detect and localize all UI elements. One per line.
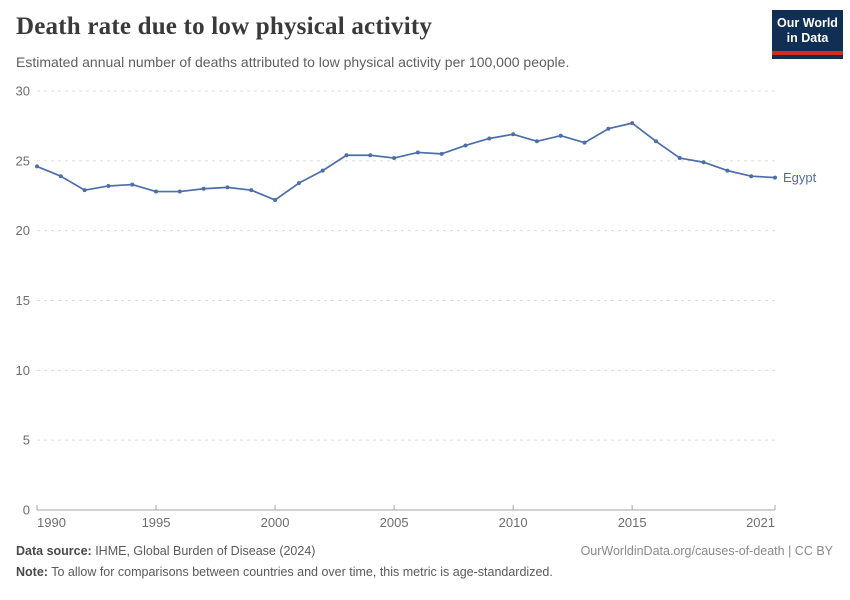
data-point-egypt-1996	[177, 189, 182, 194]
data-point-egypt-2021	[773, 175, 777, 180]
data-point-egypt-2015	[630, 121, 635, 126]
data-point-egypt-2019	[725, 168, 730, 173]
data-point-egypt-1997	[201, 186, 206, 191]
owid-url-text: OurWorldinData.org/causes-of-death | CC …	[580, 544, 833, 558]
data-point-egypt-1999	[249, 188, 254, 193]
data-point-egypt-2005	[392, 156, 397, 161]
y-axis-label-20: 20	[16, 223, 30, 238]
x-axis-label-2000: 2000	[261, 515, 290, 530]
series-end-label-egypt: Egypt	[783, 170, 817, 185]
data-point-egypt-1990	[35, 164, 39, 169]
x-axis-label-2015: 2015	[618, 515, 647, 530]
owid-logo-line2: in Data	[786, 31, 829, 45]
page-title: Death rate due to low physical activity	[16, 13, 433, 40]
y-axis-label-30: 30	[16, 84, 30, 99]
note-label: Note:	[16, 565, 48, 579]
data-point-egypt-2014	[606, 126, 611, 131]
x-axis-label-1995: 1995	[142, 515, 171, 530]
data-point-egypt-2013	[582, 140, 587, 145]
data-point-egypt-1998	[225, 185, 230, 190]
data-point-egypt-2006	[415, 150, 420, 155]
owid-logo-line1: Our World	[777, 16, 838, 30]
data-source-text: IHME, Global Burden of Disease (2024)	[91, 544, 316, 558]
data-source-label: Data source:	[16, 544, 92, 558]
owid-logo-stripe	[772, 51, 843, 55]
data-point-egypt-2017	[677, 156, 682, 161]
y-axis-label-25: 25	[16, 153, 30, 168]
y-axis-label-0: 0	[23, 503, 30, 518]
data-point-egypt-2010	[511, 132, 516, 137]
data-point-egypt-2000	[273, 197, 278, 202]
data-point-egypt-1994	[130, 182, 135, 187]
data-point-egypt-2004	[368, 153, 373, 158]
data-point-egypt-2002	[320, 168, 325, 173]
data-point-egypt-2012	[558, 133, 563, 138]
data-source: Data source: IHME, Global Burden of Dise…	[16, 543, 315, 560]
data-line-egypt	[36, 122, 776, 201]
line-chart: 0 5 10 15 20 25 30 1990 1995 2000 2005 2010 2015 2021…	[16, 84, 817, 531]
data-point-egypt-2008	[463, 143, 468, 148]
data-point-egypt-1992	[82, 188, 87, 193]
data-point-egypt-1995	[154, 189, 159, 194]
data-point-egypt-2001	[296, 181, 301, 186]
note-text: To allow for comparisons between countri…	[47, 565, 553, 579]
owid-logo: Our World in Data	[772, 10, 843, 59]
x-axis-label-2010: 2010	[499, 515, 528, 530]
data-point-egypt-2009	[487, 136, 492, 141]
data-point-egypt-2016	[653, 139, 658, 144]
data-point-egypt-2011	[534, 139, 539, 144]
x-axis-label-2005: 2005	[380, 515, 409, 530]
y-axis-label-5: 5	[23, 433, 30, 448]
data-point-egypt-1993	[106, 183, 111, 188]
chart-subtitle: Estimated annual number of deaths attrib…	[16, 54, 570, 70]
data-point-egypt-2018	[701, 160, 706, 165]
y-axis-label-10: 10	[16, 363, 30, 378]
x-axis-label-2021: 2021	[746, 515, 775, 530]
data-point-egypt-2020	[749, 174, 754, 179]
x-axis-label-1990: 1990	[37, 515, 66, 530]
data-point-egypt-1991	[58, 174, 63, 179]
y-axis-label-15: 15	[16, 293, 30, 308]
data-point-egypt-2003	[344, 153, 349, 158]
chart-footer: Data source: IHME, Global Burden of Dise…	[16, 543, 833, 581]
data-point-egypt-2007	[439, 151, 444, 156]
